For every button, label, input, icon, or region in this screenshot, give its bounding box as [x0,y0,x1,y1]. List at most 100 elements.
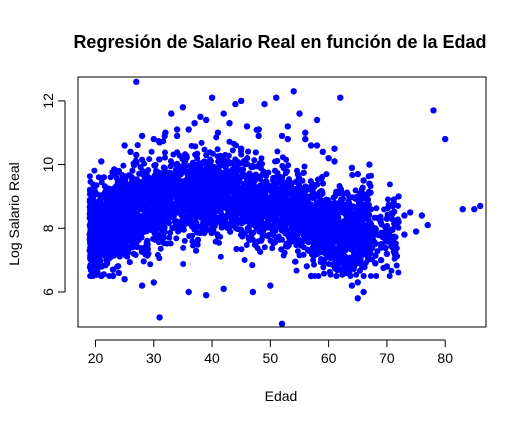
cloud-point [135,237,142,244]
cloud-point [306,233,313,240]
cloud-point [369,244,376,251]
cloud-point [366,188,372,195]
cloud-point [264,215,271,222]
cloud-point [310,243,317,250]
cloud-point [366,211,373,218]
cloud-point [342,247,349,254]
cloud-point [360,273,367,279]
cloud-point [173,235,180,242]
cloud-point [208,230,215,237]
cloud-point [252,149,259,156]
cloud-point [233,246,240,252]
cloud-point [225,212,232,219]
cloud-point [393,262,400,269]
cloud-point [285,162,292,169]
cloud-point [173,161,180,168]
cloud-point [140,258,147,265]
cloud-point [368,172,375,179]
cloud-point [360,195,367,202]
cloud-point [386,181,393,188]
cloud-point [267,199,274,206]
cloud-point [215,165,222,172]
cloud-point [299,177,306,184]
cloud-point [251,241,258,248]
cloud-point [266,186,273,193]
cloud-point [332,254,339,261]
cloud-point [194,174,201,181]
cloud-point [143,242,150,249]
cloud-point [134,244,141,251]
chart-title: Regresión de Salario Real en función de … [73,32,486,52]
cloud-point [210,208,217,214]
cloud-point [350,215,357,222]
cloud-point [353,271,360,278]
cloud-point [386,233,393,240]
cloud-point [180,261,187,267]
cloud-point [261,225,268,232]
cloud-point [183,154,190,161]
cloud-point [134,183,141,190]
cloud-point [247,194,254,201]
cloud-point [249,162,256,169]
cloud-point [239,173,245,180]
cloud-point [357,226,364,233]
cloud-point [261,244,268,251]
cloud-point [229,147,236,154]
cloud-point [139,156,146,163]
cloud-point [141,222,148,229]
cloud-point [249,178,256,185]
cloud-point [156,170,163,177]
cloud-point [141,212,148,219]
cloud-point [245,201,252,208]
cloud-point [137,164,144,171]
cloud-point [129,167,136,174]
cloud-point [257,184,264,191]
cloud-point [120,174,127,181]
cloud-point [119,198,126,205]
cloud-point [219,155,226,162]
cloud-point [169,200,176,207]
cloud-point [385,238,391,245]
cloud-point [349,172,356,178]
cloud-point [239,184,246,191]
cloud-point [147,261,154,268]
cloud-point [258,155,265,162]
cloud-point [239,213,246,219]
cloud-point [358,233,365,240]
cloud-point [195,236,201,243]
cloud-point [278,246,285,253]
cloud-point [114,263,121,270]
cloud-point [293,242,300,249]
cloud-point [130,211,137,218]
cloud-point [141,216,148,223]
cloud-point [240,166,247,173]
cloud-point [213,134,220,141]
cloud-point [301,163,308,170]
cloud-point [189,232,196,239]
cloud-point [253,163,260,170]
cloud-point [283,168,290,175]
cloud-point [274,170,281,177]
cloud-point [108,232,115,239]
cloud-point [238,151,245,158]
cloud-point [226,138,233,145]
cloud-point [330,194,337,201]
cloud-point [152,163,159,169]
cloud-point [117,182,124,189]
cloud-point [321,270,328,277]
cloud-point [201,146,208,153]
cloud-point [93,216,100,223]
cloud-point [395,202,401,209]
cloud-point [339,220,346,227]
cloud-point [312,205,319,211]
cloud-point [276,216,283,223]
cloud-point [394,253,400,260]
cloud-point [214,146,221,153]
cloud-point [157,245,164,252]
cloud-point [91,250,98,257]
cloud-point [180,226,187,233]
cloud-point [384,205,391,212]
cloud-point [251,157,258,164]
cloud-point [346,206,353,213]
cloud-point [165,220,172,227]
